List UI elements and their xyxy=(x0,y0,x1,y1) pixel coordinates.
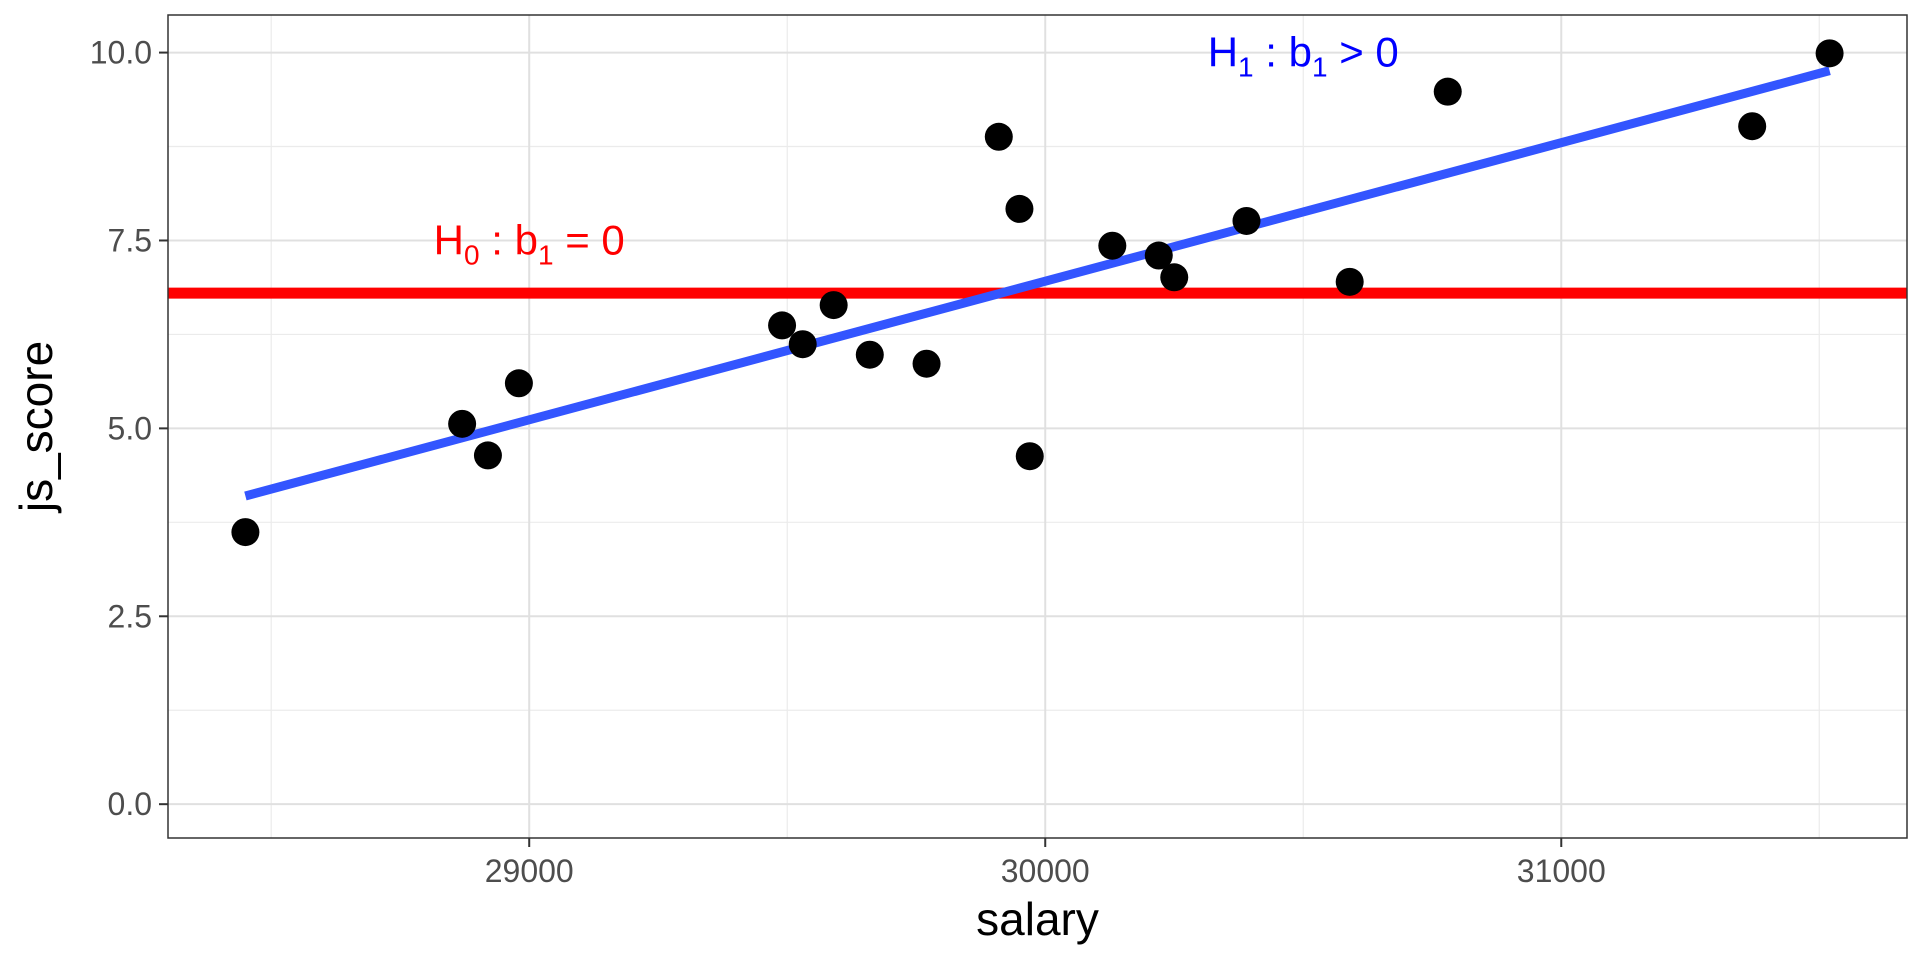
scatter-points xyxy=(231,39,1844,547)
data-point xyxy=(504,369,533,398)
data-point xyxy=(1335,267,1364,296)
x-tick-label: 31000 xyxy=(1517,853,1606,889)
x-tick-label: 30000 xyxy=(1001,853,1090,889)
data-point xyxy=(1738,112,1767,141)
data-point xyxy=(1232,206,1261,235)
data-point xyxy=(855,340,884,369)
y-tick-label: 0.0 xyxy=(108,786,152,822)
data-point xyxy=(984,122,1013,151)
annotation-h1: H1 : b1 > 0 xyxy=(1208,29,1399,83)
y-tick-label: 5.0 xyxy=(108,410,152,446)
data-point xyxy=(1098,231,1127,260)
data-point xyxy=(1015,442,1044,471)
minor-gridlines xyxy=(168,15,1907,838)
data-point xyxy=(1005,194,1034,223)
data-point xyxy=(1144,241,1173,270)
data-point xyxy=(1433,77,1462,106)
y-axis: 0.0 2.5 5.0 7.5 10.0 xyxy=(90,35,168,822)
reference-lines xyxy=(168,66,1907,501)
data-point xyxy=(1815,39,1844,68)
data-point xyxy=(473,441,502,470)
major-gridlines xyxy=(168,15,1907,838)
data-point xyxy=(231,518,260,547)
annotation-h0: H0 : b1 = 0 xyxy=(434,216,625,270)
x-axis-title: salary xyxy=(976,893,1099,945)
y-tick-label: 2.5 xyxy=(108,598,152,634)
panel-border xyxy=(167,14,1908,839)
regression-fit-line xyxy=(244,66,1831,501)
data-point xyxy=(819,291,848,320)
y-tick-label: 7.5 xyxy=(108,222,152,258)
annotation-text: = 0 xyxy=(554,216,625,263)
annotation-text: > 0 xyxy=(1328,29,1399,76)
y-axis-title: js_score xyxy=(10,341,62,514)
annotation-text: H xyxy=(1208,29,1238,76)
annotation-subscript: 1 xyxy=(1238,52,1254,83)
data-point xyxy=(768,311,797,340)
x-tick-label: 29000 xyxy=(485,853,574,889)
data-point xyxy=(788,330,817,359)
data-point xyxy=(912,349,941,378)
y-tick-label: 10.0 xyxy=(90,35,152,71)
annotation-text: : b xyxy=(1254,29,1312,76)
annotation-subscript: 1 xyxy=(1312,52,1328,83)
x-axis: 29000 30000 31000 xyxy=(485,838,1606,889)
annotation-text: H xyxy=(434,216,464,263)
hypothesis-annotations: H0 : b1 = 0H1 : b1 > 0 xyxy=(434,29,1399,271)
annotation-text: : b xyxy=(480,216,538,263)
annotation-subscript: 1 xyxy=(538,239,554,270)
data-point xyxy=(1160,263,1189,292)
data-point xyxy=(448,409,477,438)
annotation-subscript: 0 xyxy=(464,239,480,270)
